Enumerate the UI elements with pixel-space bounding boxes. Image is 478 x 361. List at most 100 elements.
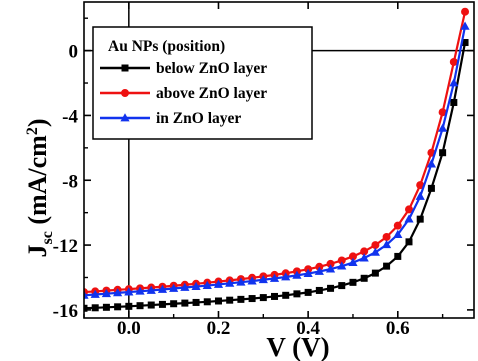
legend-item-above-zno-layer: above ZnO layer <box>100 85 267 102</box>
data-point <box>348 252 357 261</box>
data-point <box>337 256 346 265</box>
data-point <box>203 298 211 306</box>
plot-frame <box>83 1 475 319</box>
data-point <box>314 266 324 275</box>
data-point <box>415 191 425 200</box>
data-point <box>271 292 279 300</box>
x-tick-label: 0.0 <box>117 318 141 339</box>
data-point <box>370 247 380 256</box>
data-point <box>269 273 280 282</box>
data-point <box>191 281 201 290</box>
data-point <box>416 215 424 223</box>
data-point <box>393 221 402 230</box>
data-point <box>383 262 391 270</box>
data-point <box>90 289 100 298</box>
data-point <box>381 239 392 249</box>
data-point <box>237 295 245 303</box>
data-point <box>427 184 435 192</box>
legend: Au NPs (position) below ZnO layer above Z… <box>92 26 313 140</box>
series-below-zno-layer <box>84 39 469 312</box>
data-point <box>450 98 458 106</box>
legend-label: above ZnO layer <box>156 85 267 102</box>
data-point <box>135 286 145 295</box>
data-point <box>213 279 224 288</box>
data-point <box>170 300 178 308</box>
data-point <box>247 276 257 285</box>
data-point <box>394 252 402 260</box>
data-point <box>146 285 156 294</box>
data-point <box>114 303 122 311</box>
data-point <box>393 229 403 238</box>
y-tick-label: -12 <box>53 236 78 257</box>
data-point <box>214 297 222 305</box>
legend-label: below ZnO layer <box>156 60 267 77</box>
y-tick-label: -16 <box>53 301 78 322</box>
plot-area <box>84 2 474 318</box>
data-point <box>460 21 470 30</box>
data-point <box>225 278 235 287</box>
y-axis-title-superscript: 2 <box>24 127 41 135</box>
data-point <box>382 232 391 241</box>
data-point <box>113 288 123 297</box>
y-tick-label: -4 <box>62 106 78 127</box>
y-tick-label: 0 <box>69 42 79 63</box>
data-point <box>449 78 459 87</box>
data-point <box>360 274 368 282</box>
legend-marker <box>121 89 129 97</box>
y-axis-title-unit: (mA/cm <box>23 135 52 231</box>
data-point <box>405 238 413 246</box>
data-point <box>84 290 89 299</box>
data-point <box>180 282 190 291</box>
data-point <box>169 283 179 292</box>
legend-box <box>92 26 313 140</box>
data-point <box>338 282 346 290</box>
data-point <box>371 241 380 250</box>
data-point <box>405 205 413 214</box>
series-in-zno-layer <box>84 21 470 299</box>
data-point <box>438 108 447 117</box>
data-point <box>303 268 313 277</box>
x-tick-label: 0.6 <box>386 318 410 339</box>
legend-label: in ZnO layer <box>156 110 241 127</box>
data-point <box>326 259 335 268</box>
x-tick-label: 0.4 <box>296 318 320 339</box>
data-point <box>192 298 200 306</box>
data-point <box>91 304 99 312</box>
y-axis-title-subscript: sc <box>39 231 56 244</box>
data-point <box>226 296 234 304</box>
y-axis-title-close: ) <box>23 118 52 127</box>
data-point <box>348 257 358 266</box>
data-point <box>438 123 448 132</box>
data-point <box>259 294 267 302</box>
data-point <box>157 284 168 293</box>
data-point <box>84 304 88 312</box>
y-axis-title-main: J <box>23 245 52 258</box>
data-point <box>248 295 256 303</box>
data-point <box>359 253 369 262</box>
data-point <box>292 270 302 279</box>
data-point <box>327 284 335 292</box>
data-point <box>325 264 336 273</box>
data-point <box>101 288 112 298</box>
data-point <box>293 290 301 298</box>
legend-item-in-zno-layer: in ZnO layer <box>100 110 241 127</box>
data-point <box>461 7 470 16</box>
legend-title: Au NPs (position) <box>108 38 225 55</box>
data-point <box>158 300 166 308</box>
data-point <box>439 149 447 157</box>
data-point <box>258 274 268 284</box>
data-point <box>349 278 357 286</box>
data-point <box>426 159 437 168</box>
data-point <box>147 301 155 309</box>
legend-marker <box>120 113 130 122</box>
data-point <box>360 247 369 256</box>
data-point <box>461 39 469 47</box>
data-point <box>282 291 290 299</box>
legend-marker <box>121 64 129 72</box>
x-tick-label: 0.2 <box>207 318 231 339</box>
y-tick-label: -8 <box>62 171 78 192</box>
y-axis-title: Jsc (mA/cm2) <box>23 118 56 257</box>
data-point <box>371 269 379 277</box>
data-point <box>404 214 414 223</box>
